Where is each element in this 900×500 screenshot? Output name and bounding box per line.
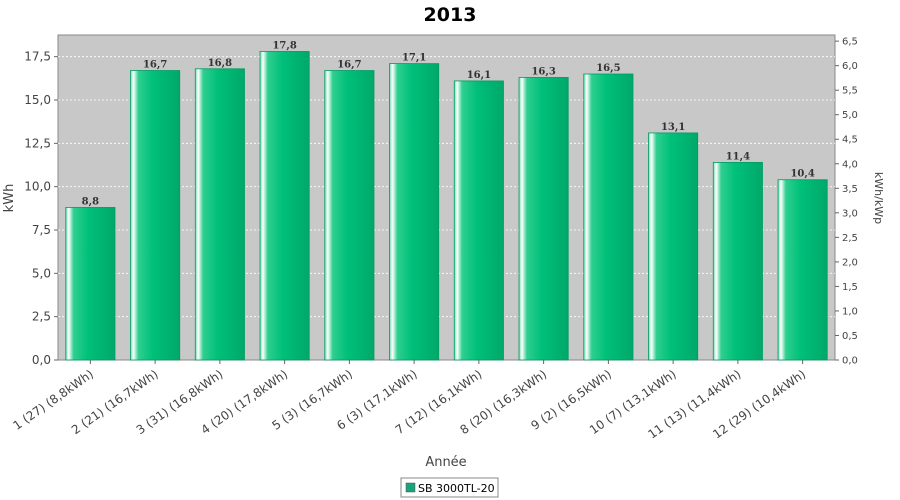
y-tick-label: 12,5 [24, 136, 51, 150]
y-tick-label: 2,5 [32, 310, 51, 324]
y2-tick-label: 4,0 [842, 159, 858, 170]
legend-swatch [405, 482, 416, 493]
data-label: 16,5 [596, 63, 620, 74]
chart-title: 2013 [424, 4, 477, 26]
y-tick-label: 17,5 [24, 50, 51, 64]
y-axis-right: 0,0 0,5 1,0 1,5 2,0 2,5 3,0 3,5 4,0 4,5 5,0 5,5 6,0 6… [835, 37, 858, 367]
y-tick-label: 7,5 [32, 223, 51, 237]
bar [648, 132, 699, 361]
plot-area [57, 34, 836, 361]
y-axis-title: kWh [2, 184, 17, 213]
data-label: 16,7 [337, 60, 361, 71]
data-label: 13,1 [661, 122, 685, 133]
data-label: 16,7 [143, 60, 167, 71]
data-label: 16,1 [467, 70, 491, 81]
y2-tick-label: 0,5 [842, 331, 858, 342]
y2-axis-title: kWh/kWp [872, 172, 885, 224]
y2-tick-label: 1,0 [842, 306, 858, 317]
data-label: 11,4 [726, 151, 750, 162]
y-tick-label: 5,0 [32, 266, 51, 280]
y-tick-label: 10,0 [24, 180, 51, 194]
data-label: 16,8 [208, 58, 232, 69]
y2-tick-label: 4,5 [842, 135, 858, 146]
bar [389, 63, 440, 361]
data-label: 10,4 [790, 169, 814, 180]
y-axis-left: 0,0 2,5 5,0 7,5 10,0 12,5 15,0 17,5 [24, 50, 58, 367]
legend-box [400, 477, 499, 498]
y2-tick-label: 6,0 [842, 61, 858, 72]
data-label: 16,3 [531, 66, 555, 77]
bar [518, 77, 569, 361]
bar [777, 179, 828, 361]
bar [324, 70, 375, 361]
bar [712, 161, 763, 361]
legend-label: SB 3000TL-20 [418, 482, 495, 495]
bar-series: 8,8 16,7 16,8 17,8 16,7 17,1 16,1 16,3 16,5 13,1 1… [65, 40, 828, 361]
y2-tick-label: 3,5 [842, 184, 858, 195]
y-tick-label: 0,0 [32, 353, 51, 367]
bar [453, 80, 504, 361]
y2-tick-label: 0,0 [842, 356, 858, 367]
y-tick-label: 15,0 [24, 93, 51, 107]
y2-tick-label: 2,0 [842, 257, 858, 268]
y2-tick-label: 5,0 [842, 110, 858, 121]
bar [130, 70, 181, 361]
data-label: 17,1 [402, 53, 426, 64]
y2-tick-label: 2,5 [842, 233, 858, 244]
y2-tick-label: 6,5 [842, 37, 858, 48]
gridlines [58, 56, 835, 318]
x-axis: 1 (27) (8,8kWh)2 (21) (16,7kWh)3 (31) (1… [10, 360, 808, 442]
data-label: 8,8 [82, 196, 99, 207]
y2-tick-label: 1,5 [842, 282, 858, 293]
legend: SB 3000TL-20 [400, 477, 499, 498]
y2-tick-label: 5,5 [842, 86, 858, 97]
data-label: 17,8 [272, 40, 296, 51]
bar [194, 68, 245, 361]
x-axis-title: Année [425, 455, 466, 470]
bar [65, 207, 116, 361]
bar [259, 51, 310, 361]
bar [583, 73, 634, 361]
y2-tick-label: 3,0 [842, 208, 858, 219]
